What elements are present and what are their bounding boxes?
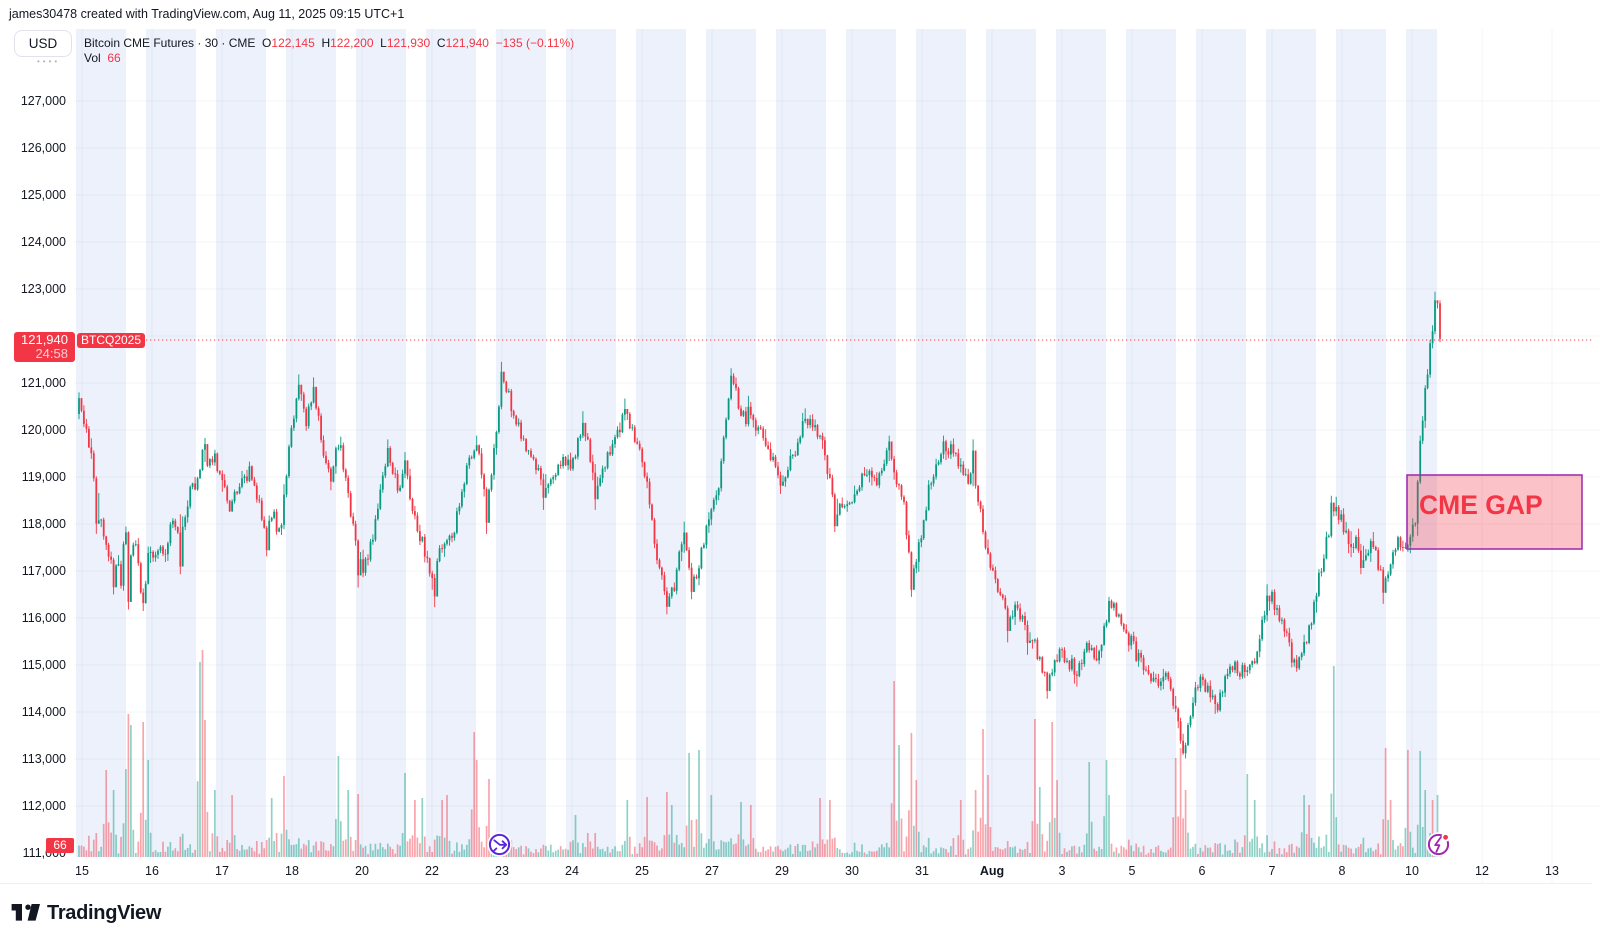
svg-text:TradingView: TradingView [47,902,162,924]
svg-text:CME GAP: CME GAP [1419,490,1543,520]
